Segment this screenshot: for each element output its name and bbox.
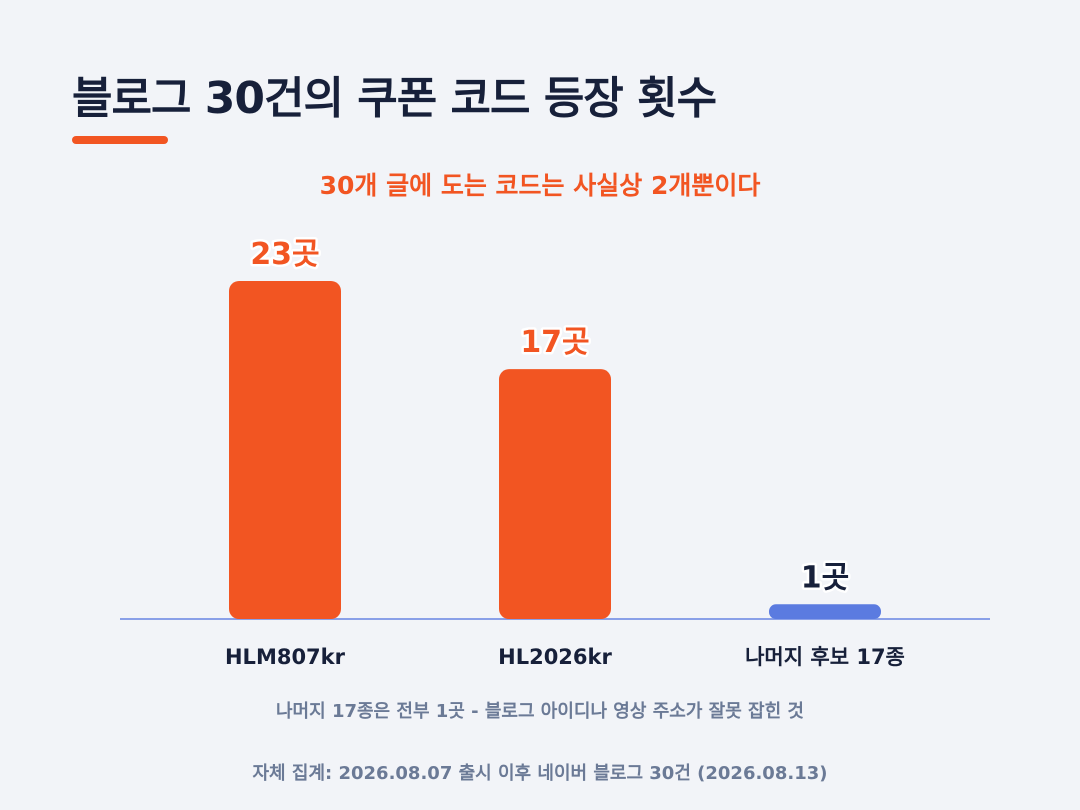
bar-2 [499,369,611,619]
chart-note: 나머지 17종은 전부 1곳 - 블로그 아이디나 영상 주소가 잘못 잡힌 것 [276,701,804,722]
title-accent-bar [72,136,168,144]
bar-3 [769,604,881,619]
chart-title: 블로그 30건의 쿠폰 코드 등장 횟수 [72,73,717,124]
category-label-2: HL2026kr [498,645,612,669]
chart-source: 자체 집계: 2026.08.07 출시 이후 네이버 블로그 30건 (202… [252,763,828,784]
value-label-1: 23곳 [250,237,319,272]
category-label-1: HLM807kr [225,645,346,669]
chart-subtitle: 30개 글에 도는 코드는 사실상 2개뿐이다 [319,171,761,200]
value-label-3: 1곳 [801,560,849,595]
value-label-2: 17곳 [520,325,589,360]
bar-1 [229,281,341,619]
category-label-3: 나머지 후보 17종 [745,645,905,669]
